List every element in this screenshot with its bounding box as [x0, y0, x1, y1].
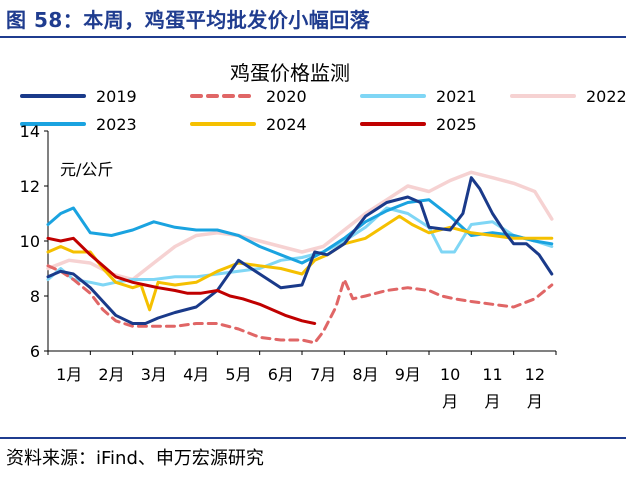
y-tick-label: 10 — [20, 232, 40, 251]
x-tick-label: 2月 — [98, 365, 124, 384]
series-line-2020 — [46, 264, 554, 345]
x-tick-label: 6月 — [268, 365, 294, 384]
x-tick-label: 12 月 — [525, 365, 545, 411]
series-line-2025 — [46, 236, 317, 325]
source-note: 资料来源：iFind、申万宏源研究 — [6, 448, 264, 469]
y-tick-label: 12 — [20, 177, 40, 196]
chart-legend: 2019 2020 2021 2022 2023 2024 2025 — [20, 87, 626, 134]
x-tick-label: 5月 — [225, 365, 251, 384]
series-line-2023 — [46, 198, 554, 265]
series-line-2019 — [46, 176, 554, 325]
y-tick-label: 14 — [20, 122, 40, 141]
x-tick-label: 3月 — [141, 365, 167, 384]
x-tick-label: 7月 — [310, 365, 336, 384]
legend-label-2020: 2020 — [266, 87, 307, 106]
figure-title: 图 58：本周，鸡蛋平均批发价小幅回落 — [6, 8, 371, 32]
legend-label-2019: 2019 — [96, 87, 137, 106]
x-tick-label: 9月 — [395, 365, 421, 384]
legend-label-2024: 2024 — [266, 115, 307, 134]
egg-price-chart: 鸡蛋价格监测 2019 2020 2021 2022 2023 2024 2025 元/公斤… — [20, 61, 626, 411]
legend-label-2021: 2021 — [436, 87, 477, 106]
chart-axes: 6 8 10 12 14 1月 2月 3月 4月 5月 6月 7月 8月 9月 10 月 11 月 12 月 — [20, 122, 557, 411]
chart-series — [46, 170, 554, 345]
x-tick-label: 8月 — [352, 365, 378, 384]
unit-label: 元/公斤 — [60, 160, 113, 179]
source-divider — [0, 437, 626, 439]
legend-label-2022: 2022 — [586, 87, 626, 106]
x-tick-label: 4月 — [183, 365, 209, 384]
legend-label-2025: 2025 — [436, 115, 477, 134]
y-tick-label: 6 — [30, 342, 40, 361]
x-tick-label: 11 月 — [482, 365, 502, 411]
y-tick-label: 8 — [30, 287, 40, 306]
chart-title: 鸡蛋价格监测 — [230, 61, 350, 85]
title-divider — [0, 36, 626, 38]
series-line-2024 — [46, 214, 554, 312]
legend-label-2023: 2023 — [96, 115, 137, 134]
x-tick-label: 1月 — [56, 365, 82, 384]
x-tick-label: 10 月 — [440, 365, 460, 411]
